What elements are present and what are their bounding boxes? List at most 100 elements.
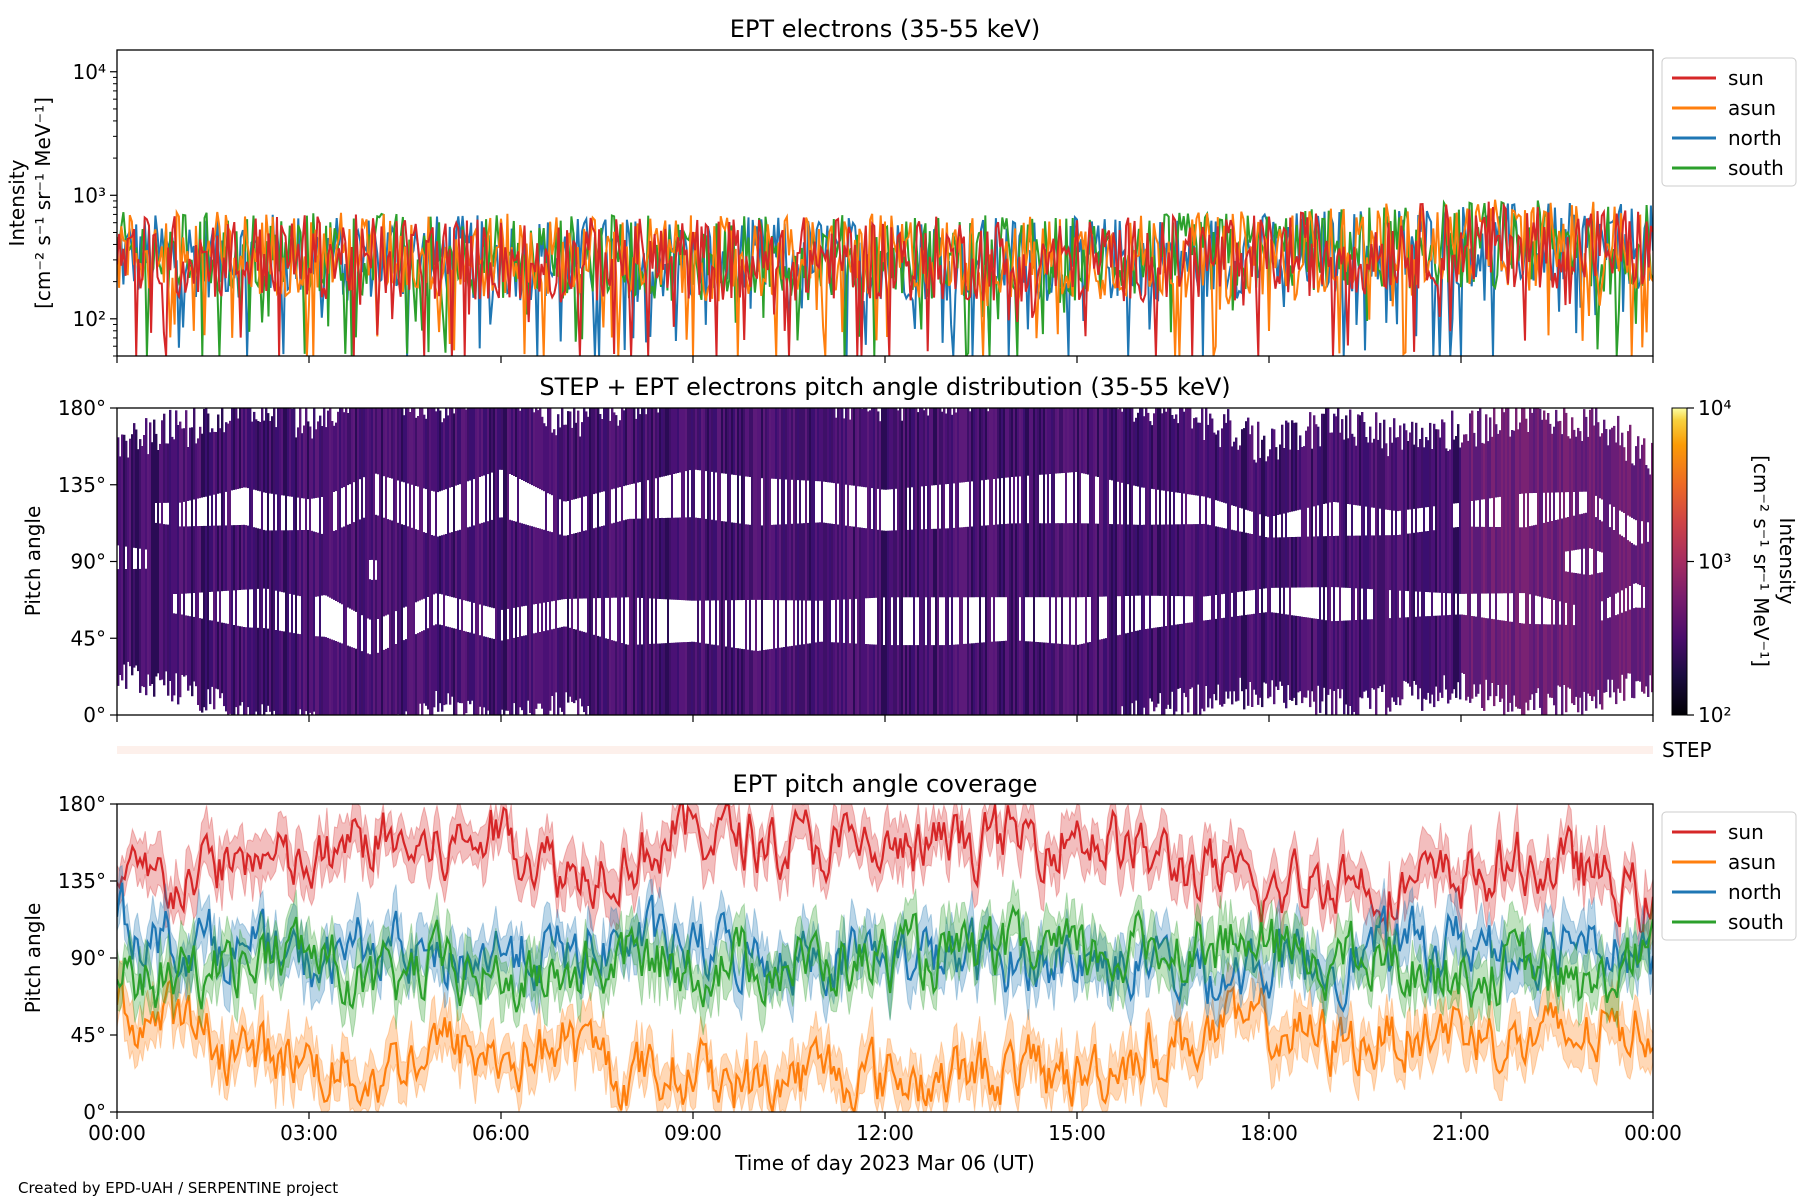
pad-heatmap-gap (275, 590, 278, 630)
pad-heatmap-gap (1275, 587, 1278, 613)
pad-heatmap-gap (1433, 592, 1436, 616)
pad-heatmap-gap (675, 599, 678, 643)
pad-heatmap-gap (953, 483, 956, 528)
coverage-xtick-label: 00:00 (88, 1121, 146, 1145)
pad-heatmap-gap (619, 487, 622, 522)
pad-heatmap-gap (783, 600, 786, 647)
coverage-plot-area (117, 804, 1653, 1112)
pad-heatmap-column (789, 408, 792, 715)
pad-heatmap-column (877, 411, 880, 715)
pad-heatmap-column (1643, 438, 1646, 694)
pad-heatmap-gap (993, 479, 996, 525)
pad-heatmap-gap (1109, 479, 1112, 524)
pad-heatmap-gap (1471, 501, 1474, 527)
pad-heatmap-column (1615, 442, 1618, 705)
pad-heatmap-column (133, 423, 136, 668)
pad-heatmap-column (875, 408, 878, 715)
pad-heatmap-column (1037, 408, 1040, 715)
pad-heatmap-gap (1019, 476, 1022, 524)
pad-heatmap-column (989, 408, 992, 715)
pad-heatmap-column (1015, 408, 1018, 715)
pad-heatmap-gap (733, 474, 736, 523)
pad-heatmap-column (1439, 437, 1442, 693)
pad-heatmap-column (991, 408, 994, 715)
pad-heatmap-column (417, 416, 420, 715)
pad-heatmap-gap (933, 485, 936, 529)
pad-heatmap-gap (1249, 511, 1252, 534)
pad-heatmap-column (1319, 446, 1322, 713)
pad-heatmap-column (693, 408, 696, 715)
pad-heatmap-column (429, 408, 432, 715)
pad-heatmap-column (655, 408, 658, 715)
pad-heatmap-column (623, 410, 626, 715)
pad-heatmap-gap (1197, 495, 1200, 525)
pad-heatmap-gap (243, 487, 246, 525)
pad-heatmap-gap (385, 615, 388, 649)
pad-heatmap-gap (463, 600, 466, 631)
pad-heatmap-column (523, 408, 526, 715)
pad-heatmap-gap (237, 489, 240, 525)
pad-heatmap-gap (187, 501, 190, 527)
pad-heatmap-gap (845, 484, 848, 526)
pad-heatmap-column (1175, 414, 1178, 712)
pad-heatmap-column (1379, 422, 1382, 687)
pad-heatmap-gap (1547, 598, 1550, 625)
pad-heatmap-column (753, 408, 756, 715)
pad-heatmap-gap (1133, 485, 1136, 525)
pad-heatmap-gap (761, 478, 764, 526)
pad-heatmap-column (413, 408, 416, 715)
pad-heatmap-gap (1153, 595, 1156, 628)
pad-heatmap-gap (741, 600, 744, 649)
coverage-ylabel: Pitch angle (21, 903, 45, 1014)
pad-heatmap-gap (1575, 549, 1578, 573)
pad-heatmap-column (1485, 414, 1488, 680)
pad-heatmap-gap (769, 600, 772, 650)
intensity-ytick-label: 10⁴ (73, 60, 106, 84)
pad-heatmap-column (1557, 421, 1560, 686)
pad-heatmap-gap (1535, 595, 1538, 625)
pad-heatmap-column (701, 408, 704, 715)
pad-heatmap-gap (767, 600, 770, 650)
pad-heatmap-gap (547, 602, 550, 631)
pad-heatmap-gap (571, 499, 574, 534)
pad-heatmap-gap (1613, 506, 1616, 530)
pad-heatmap-column (123, 434, 126, 665)
pad-heatmap-gap (1315, 587, 1318, 619)
pad-heatmap-gap (1025, 597, 1028, 642)
pad-heatmap-column (1279, 444, 1282, 682)
pad-heatmap-gap (533, 486, 536, 527)
pad-heatmap-column (1277, 459, 1280, 690)
pad-heatmap-column (507, 408, 510, 711)
pad-heatmap-column (593, 408, 596, 715)
pad-heatmap-gap (1221, 594, 1224, 619)
pad-heatmap-gap (473, 602, 476, 634)
pad-heatmap-gap (891, 489, 894, 531)
pad-heatmap-gap (1301, 587, 1304, 617)
pad-heatmap-gap (613, 597, 616, 641)
pad-heatmap-gap (705, 471, 708, 519)
pad-heatmap-gap (487, 474, 490, 522)
pad-heatmap-gap (815, 600, 818, 643)
pad-heatmap-column (741, 408, 744, 715)
pad-heatmap-gap (1075, 472, 1078, 524)
pad-heatmap-gap (775, 478, 778, 525)
pad-heatmap-gap (263, 588, 266, 629)
pad-heatmap-column (1107, 408, 1110, 715)
pad-heatmap-gap (361, 615, 364, 652)
pad-heatmap-column (1171, 415, 1174, 692)
pad-heatmap-gap (1251, 511, 1254, 534)
pad-heatmap-column (199, 426, 202, 711)
pad-heatmap-gap (189, 593, 192, 617)
pad-heatmap-column (1285, 420, 1288, 709)
pad-heatmap-column (379, 408, 382, 715)
pad-heatmap-gap (351, 609, 354, 648)
pad-heatmap-gap (1493, 593, 1496, 620)
pad-heatmap-column (1143, 416, 1146, 708)
pad-heatmap-gap (593, 598, 596, 635)
pad-heatmap-gap (233, 590, 236, 625)
pad-heatmap-column (685, 408, 688, 715)
pad-heatmap-column (349, 408, 352, 715)
pad-heatmap-column (1041, 408, 1044, 715)
pad-heatmap-column (1211, 418, 1214, 709)
pad-heatmap-gap (1577, 549, 1580, 574)
